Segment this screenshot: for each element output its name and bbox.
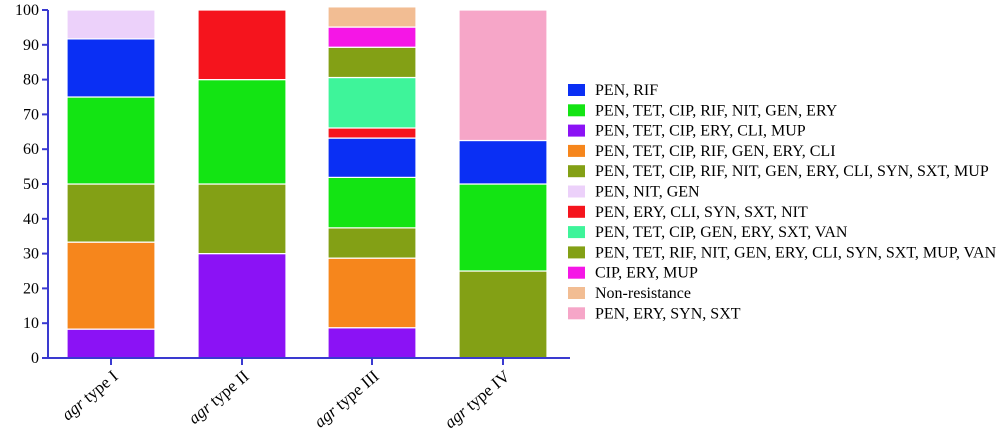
x-tick-label: agr type I [58,366,122,424]
bar-segment [327,76,417,129]
legend-label: PEN, TET, CIP, GEN, ERY, SXT, VAN [595,224,848,241]
legend-swatch [568,226,585,239]
x-tick-label: agr type IV [441,366,515,432]
y-tick-label: 100 [15,2,39,19]
bar-segment [197,78,287,185]
y-tick-label: 0 [31,350,39,367]
legend-swatch [568,185,585,198]
bar-segment [66,38,156,98]
bar-segment [197,9,287,81]
bar-segment [458,183,548,272]
legend-label: PEN, TET, CIP, ERY, CLI, MUP [595,123,806,140]
bar-segment [458,9,548,142]
bar-segment [458,139,548,185]
bar-segment [197,183,287,255]
legend-swatch [568,205,585,218]
legend-label: PEN, NIT, GEN [595,184,700,201]
legend-label: PEN, ERY, SYN, SXT [595,305,741,322]
x-tick-label: agr type III [310,366,383,431]
bar-segment [327,227,417,259]
y-tick-label: 80 [23,72,39,89]
legend-label: PEN, TET, RIF, NIT, GEN, ERY, CLI, SYN, … [595,244,997,261]
bar-segment [327,257,417,329]
legend-swatch [568,246,585,259]
legend-swatch [568,307,585,320]
y-tick-label: 70 [23,106,39,123]
bar-segment [327,127,417,139]
legend-label: PEN, ERY, CLI, SYN, SXT, NIT [595,204,808,221]
legend-swatch [568,287,585,299]
y-tick-label: 50 [23,176,39,193]
bar-segment [458,270,548,359]
legend: PEN, RIF PEN, TET, CIP, RIF, NIT, GEN, ER… [568,82,997,322]
y-tick-label: 60 [23,141,39,158]
bar-segment [327,137,417,178]
legend-swatch [568,104,585,117]
y-tick-label: 20 [23,280,39,297]
x-tick-label: agr type II [185,366,253,428]
legend-swatch [568,124,585,137]
legend-swatch [568,266,585,279]
bar-segment [66,96,156,185]
y-tick-label: 10 [23,315,39,332]
bars-layer [66,6,548,359]
bar-segment [197,253,287,359]
legend-swatch [568,165,585,178]
bar-segment [66,328,156,359]
legend-swatch [568,84,585,96]
legend-label: PEN, TET, CIP, RIF, NIT, GEN, ERY, CLI, … [595,163,989,180]
y-tick-label: 90 [23,37,39,54]
bar-segment [327,6,417,28]
y-tick-label: 40 [23,211,39,228]
legend-swatch [568,144,585,157]
legend-label: PEN, TET, CIP, RIF, GEN, ERY, CLI [595,143,836,160]
bar-segment [327,26,417,48]
bar-segment [327,327,417,359]
legend-label: PEN, RIF [595,82,658,99]
bar-segment [327,46,417,79]
legend-label: Non-resistance [595,285,691,302]
bar-segment [66,9,156,40]
bar-segment [66,241,156,330]
legend-label: PEN, TET, CIP, RIF, NIT, GEN, ERY [595,102,838,119]
legend-label: CIP, ERY, MUP [595,265,698,282]
bar-segment [327,176,417,229]
y-tick-label: 30 [23,246,39,263]
bar-segment [66,183,156,243]
